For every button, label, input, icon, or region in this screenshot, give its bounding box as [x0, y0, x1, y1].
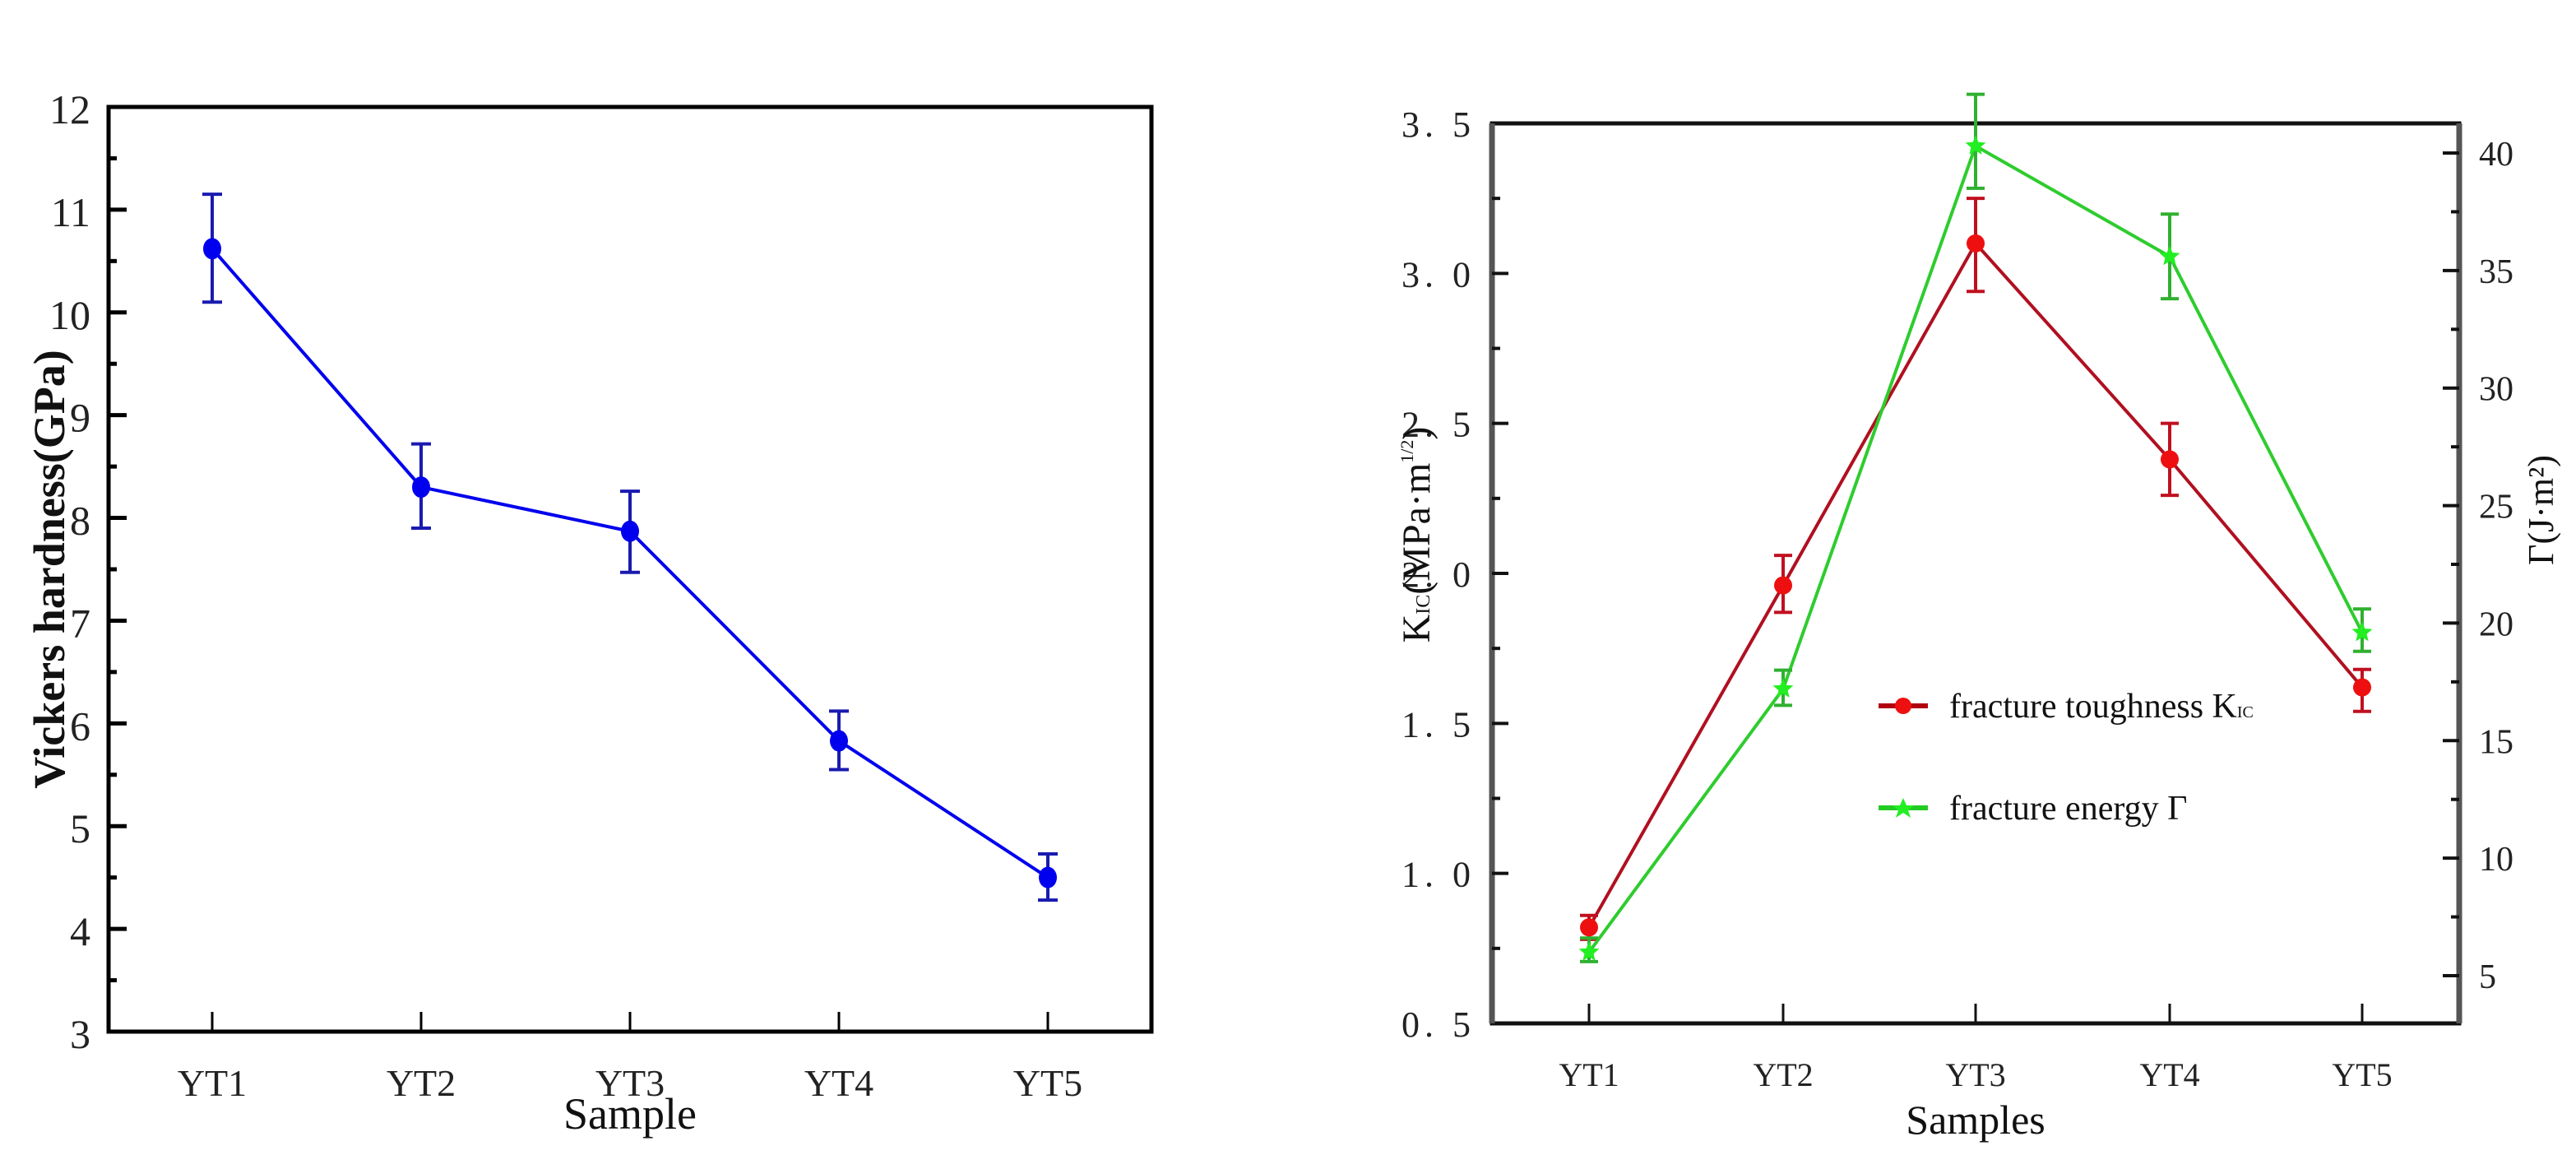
- hardness-chart: 3 4 5 6 7 8 9 10 11 12 YT1 YT2 YT3 YT4 YT5 Sample Vic…: [25, 86, 1154, 1139]
- fracture-series: [1578, 92, 2373, 963]
- data-point-circle: [2161, 450, 2179, 469]
- data-point-circle: [621, 520, 639, 542]
- y-tick-label: 1. 0: [1402, 855, 1476, 895]
- y-tick-label: 2. 0: [1402, 554, 1476, 595]
- x-tick-label: YT3: [595, 1062, 665, 1104]
- data-point-star: [2159, 245, 2180, 266]
- legend-marker-star-icon: [1893, 798, 1914, 818]
- y-title-close: ): [1395, 427, 1439, 440]
- y2-tick-label: 10: [2479, 841, 2513, 879]
- y-axis-ticks: 3 4 5 6 7 8 9 10 11 12: [49, 86, 127, 1057]
- y2-tick-label: 40: [2479, 136, 2513, 174]
- data-point-star: [1965, 135, 1986, 155]
- legend-label-toughness: fracture toughness KIC: [1949, 688, 2254, 726]
- y-tick-label: 3: [70, 1011, 90, 1057]
- x-tick-label: YT4: [2139, 1056, 2199, 1093]
- y-title-sub: IC: [1413, 595, 1434, 615]
- y2-tick-label: 30: [2479, 371, 2513, 409]
- data-point-circle: [1580, 918, 1598, 937]
- y-tick-label: 7: [70, 600, 90, 646]
- y2-tick-label: 15: [2479, 723, 2513, 761]
- data-point-circle: [1039, 866, 1057, 888]
- y-tick-label: 11: [51, 189, 90, 235]
- y-tick-label: 6: [70, 703, 90, 749]
- x-tick-label: YT1: [1559, 1056, 1619, 1093]
- y-tick-label: 3. 5: [1402, 104, 1476, 145]
- x-tick-label: YT5: [1013, 1062, 1082, 1104]
- x-axis-ticks: YT1 YT2 YT3 YT4 YT5: [1559, 1004, 2393, 1093]
- right-y-axis-ticks: 5 10 15 20 25 30 35 40: [2443, 136, 2513, 996]
- fracture-chart: 0. 5 1. 0 1. 5 2. 0 2. 5 3. 0 3. 5 5 10 15 20 25 30…: [1395, 92, 2561, 1143]
- data-point-circle: [412, 476, 430, 499]
- y-tick-label: 9: [70, 395, 90, 441]
- y2-tick-label: 35: [2479, 253, 2513, 291]
- x-axis-title: Sample: [563, 1089, 697, 1139]
- y-tick-label: 10: [49, 292, 90, 338]
- legend-item-energy: fracture energy Γ: [1879, 790, 2187, 828]
- y-tick-label: 0. 5: [1402, 1004, 1476, 1045]
- x-tick-label: YT1: [178, 1062, 247, 1104]
- y2-tick-label: 25: [2479, 489, 2513, 527]
- legend: fracture toughness KIC fracture energy Γ: [1879, 688, 2254, 828]
- x-tick-label: YT4: [804, 1062, 873, 1104]
- data-point-circle: [830, 730, 848, 752]
- data-point-circle: [203, 238, 221, 260]
- data-point-star: [1578, 941, 1600, 961]
- y-tick-label: 2. 5: [1402, 405, 1476, 445]
- left-y-axis-ticks: 0. 5 1. 0 1. 5 2. 0 2. 5 3. 0 3. 5: [1402, 104, 1508, 1045]
- y-tick-label: 8: [70, 498, 90, 544]
- y-axis-title: Vickers hardness(GPa): [25, 350, 74, 788]
- x-axis-ticks: YT1 YT2 YT3 YT4 YT5: [178, 1012, 1082, 1104]
- y2-tick-label: 20: [2479, 605, 2513, 643]
- legend-item-toughness: fracture toughness KIC: [1879, 688, 2254, 726]
- y-tick-label: 1. 5: [1402, 704, 1476, 745]
- data-point-star: [1772, 678, 1794, 698]
- data-point-circle: [1774, 576, 1792, 595]
- y-tick-label: 5: [70, 805, 90, 851]
- y-tick-label: 3. 0: [1402, 254, 1476, 295]
- x-tick-label: YT2: [1753, 1056, 1813, 1093]
- y-tick-label: 12: [49, 86, 90, 132]
- data-point-circle: [1967, 234, 1985, 253]
- y-title-sup: 1/2: [1397, 440, 1417, 463]
- hardness-series: [202, 193, 1058, 902]
- x-tick-label: YT3: [1945, 1056, 2005, 1093]
- y-tick-label: 4: [70, 908, 90, 954]
- y-title-main: K: [1395, 614, 1439, 642]
- legend-label-energy: fracture energy Γ: [1949, 790, 2187, 828]
- data-point-circle: [2353, 678, 2371, 697]
- right-y-axis-title: Γ(J·m²): [2521, 455, 2561, 565]
- x-axis-title: Samples: [1906, 1097, 2045, 1143]
- x-tick-label: YT5: [2332, 1056, 2392, 1093]
- data-point-star: [2351, 621, 2373, 642]
- x-tick-label: YT2: [387, 1062, 456, 1104]
- y2-tick-label: 5: [2479, 958, 2496, 996]
- y-title-rest: (MPa·m: [1395, 463, 1439, 595]
- legend-marker-circle-icon: [1895, 698, 1911, 714]
- y-axis-title: KIC(MPa·m1/2): [1395, 427, 1439, 643]
